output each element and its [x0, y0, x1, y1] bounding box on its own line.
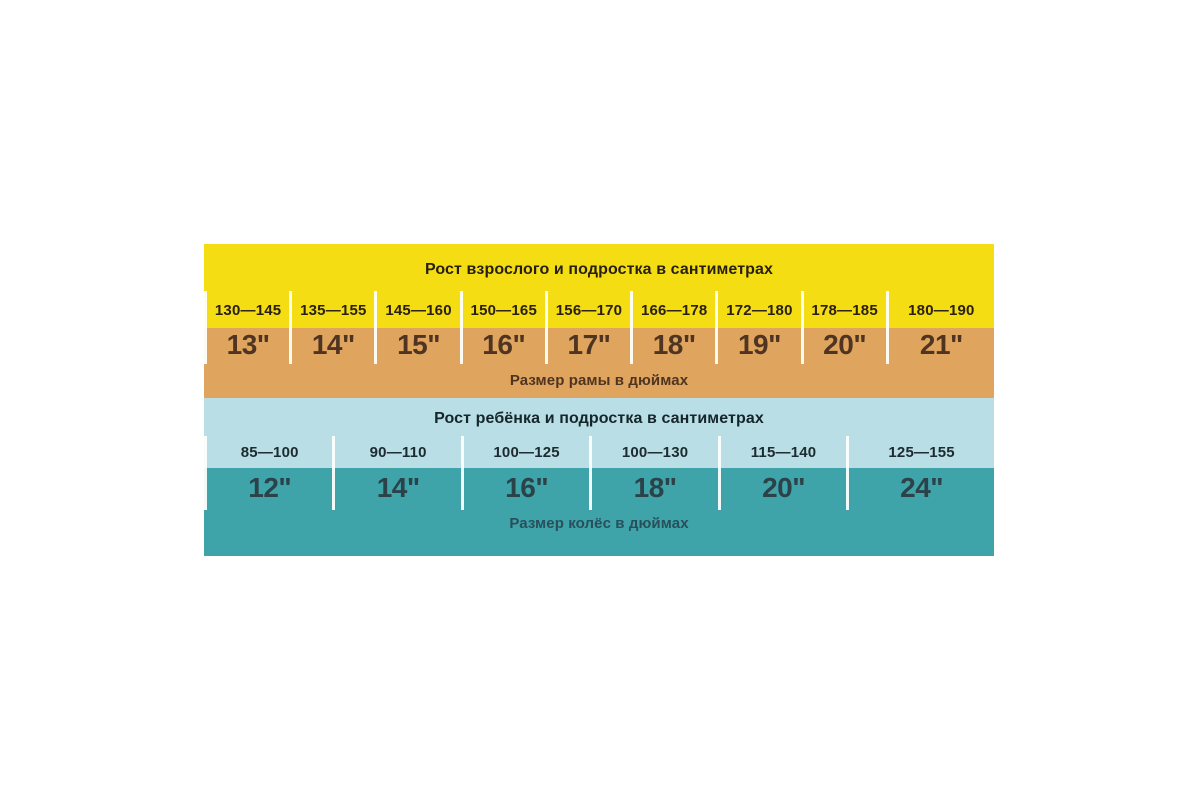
adult-size-column: 156—170 17" — [544, 291, 630, 364]
child-height-range: 90—110 — [369, 444, 427, 461]
adult-height-range: 172—180 — [726, 302, 793, 319]
adult-height-range: 145—160 — [385, 302, 452, 319]
wheel-size-value: 12" — [248, 472, 292, 503]
adult-size-column: 166—178 18" — [630, 291, 715, 364]
child-size-column: 85—100 12" — [204, 436, 332, 510]
child-height-header: Рост ребёнка и подростка в сантиметрах — [434, 410, 764, 427]
adult-size-grid: 130—145 13" 135—155 14" 145—160 15" 150—… — [204, 291, 994, 364]
frame-size-value: 21" — [919, 329, 963, 360]
wheel-size-band: Размер колёс в дюймах — [204, 468, 994, 556]
wheel-size-value: 20" — [762, 472, 805, 503]
frame-size-value: 15" — [397, 329, 440, 360]
child-size-column: 100—130 18" — [589, 436, 717, 510]
frame-size-band: Размер рамы в дюймах — [204, 328, 994, 398]
child-height-range: 85—100 — [240, 444, 299, 461]
adult-height-range: 130—145 — [214, 302, 282, 319]
wheel-size-caption: Размер колёс в дюймах — [509, 515, 689, 532]
adult-size-column: 135—155 14" — [289, 291, 374, 364]
child-height-range: 115—140 — [750, 444, 817, 461]
wheel-size-value: 18" — [633, 472, 677, 503]
frame-size-value: 13" — [226, 329, 270, 360]
frame-size-value: 14" — [311, 329, 355, 360]
adult-size-column: 145—160 15" — [374, 291, 459, 364]
frame-size-value: 17" — [567, 329, 611, 360]
child-size-grid: 85—100 12" 90—110 14" 100—125 16" 100—13… — [204, 436, 994, 510]
adult-size-column: 180—190 21" — [885, 291, 994, 364]
adult-size-column: 172—180 19" — [715, 291, 800, 364]
size-table: Рост взрослого и подростка в сантиметрах… — [204, 244, 994, 556]
adult-size-column: 130—145 13" — [204, 291, 289, 364]
child-size-column: 100—125 16" — [460, 436, 589, 510]
child-size-column: 115—140 20" — [717, 436, 846, 510]
adult-height-range: 166—178 — [640, 302, 708, 319]
frame-size-caption: Размер рамы в дюймах — [509, 372, 689, 389]
wheel-size-value: 14" — [376, 472, 420, 503]
child-size-column: 125—155 24" — [846, 436, 994, 510]
wheel-size-value: 16" — [505, 472, 549, 503]
frame-size-value: 18" — [652, 329, 696, 360]
adult-height-range: 178—185 — [811, 302, 878, 319]
adult-height-range: 156—170 — [555, 302, 623, 319]
adult-height-header: Рост взрослого и подростка в сантиметрах — [424, 261, 774, 278]
frame-size-value: 19" — [737, 329, 781, 360]
adult-size-column: 178—185 20" — [800, 291, 886, 364]
child-height-range: 125—155 — [888, 444, 955, 461]
adult-size-column: 150—165 16" — [459, 291, 545, 364]
wheel-size-value: 24" — [900, 472, 944, 503]
frame-size-value: 20" — [823, 329, 867, 360]
child-size-column: 90—110 14" — [332, 436, 460, 510]
adult-height-range: 150—165 — [470, 302, 537, 319]
adult-height-band: Рост взрослого и подростка в сантиметрах — [204, 244, 994, 328]
child-height-range: 100—130 — [621, 444, 689, 461]
frame-size-value: 16" — [482, 329, 526, 360]
adult-height-range: 180—190 — [908, 302, 975, 319]
child-height-band: Рост ребёнка и подростка в сантиметрах — [204, 398, 994, 468]
adult-height-range: 135—155 — [300, 302, 367, 319]
child-height-range: 100—125 — [493, 444, 560, 461]
